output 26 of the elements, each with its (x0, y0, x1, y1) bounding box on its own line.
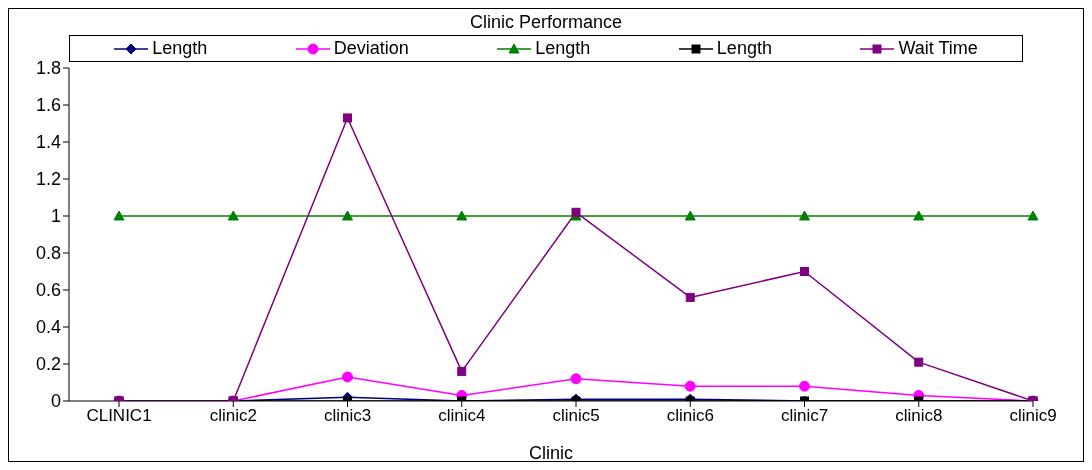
y-tick-label: 1.6 (35, 95, 61, 116)
y-tick-label: 0.8 (35, 243, 61, 264)
y-tick-label: 1 (50, 206, 61, 227)
legend-label: Length (151, 38, 208, 59)
chart-title: Clinic Performance (468, 11, 624, 34)
y-tick-label: 0.4 (35, 317, 61, 338)
legend-label: Length (534, 38, 591, 59)
y-tick-label: 1.2 (35, 169, 61, 190)
x-tick-label: clinic6 (666, 406, 714, 426)
y-tick-label: 1.8 (35, 58, 61, 79)
x-tick-label: clinic2 (209, 406, 257, 426)
x-tick-label: clinic3 (323, 406, 372, 426)
legend-label: Length (715, 38, 772, 59)
y-tick-label: 0.6 (35, 280, 61, 301)
y-tick-label: 0 (50, 391, 61, 412)
y-tick-label: 1.4 (35, 132, 61, 153)
legend-label: Deviation (332, 38, 409, 59)
x-tick-label: clinic9 (1009, 406, 1057, 426)
x-tick-label: clinic7 (780, 406, 829, 426)
y-tick-label: 0.2 (35, 354, 61, 375)
x-tick-label: CLINIC1 (86, 406, 152, 426)
x-tick-label: clinic8 (895, 406, 943, 426)
x-axis-title: Clinic (528, 443, 574, 463)
x-tick-label: clinic5 (552, 406, 600, 426)
x-tick-label: clinic4 (438, 406, 486, 426)
legend-label: Wait Time (897, 38, 978, 59)
